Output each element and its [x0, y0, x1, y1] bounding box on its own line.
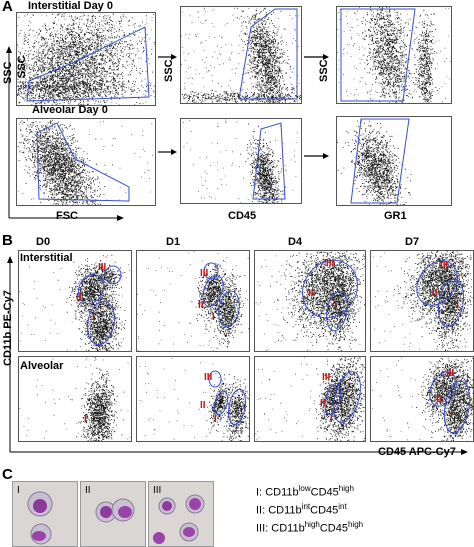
panel-a-letter: A: [2, 0, 13, 15]
legend-sup-3b: high: [347, 520, 364, 529]
panel-b-letter: B: [2, 232, 13, 249]
panel-b-row1-title: Interstitial: [20, 252, 73, 264]
legend-line-3: III: CD11bhighCD45high: [256, 520, 363, 535]
gate-label-12: I: [456, 300, 459, 311]
panel-b-row2-title: Alveolar: [20, 360, 64, 372]
scatter-b-1-1: [18, 250, 132, 352]
legend-key-1: I:: [256, 486, 263, 499]
gate-label-5: II: [198, 300, 204, 311]
scatter-a-1-3: [336, 6, 452, 104]
micrograph-2: II: [80, 481, 146, 547]
panel-b-col-d4: D4: [288, 236, 303, 248]
micrograph-3: III: [148, 481, 214, 547]
panel-a-axes: [6, 46, 329, 221]
gate-label-6: I: [212, 312, 215, 323]
micrograph-3-label: III: [153, 485, 162, 496]
gate-label-10: III: [440, 260, 449, 271]
gate-label-19: I: [330, 414, 333, 425]
gate-label-1: III: [98, 262, 107, 273]
scatter-b-2-2: [136, 356, 250, 442]
panel-a-row2-title: Alveolar Day 0: [32, 104, 108, 116]
gate-label-18: II: [320, 398, 326, 409]
scatter-a-2-1: [16, 118, 156, 206]
gate-label-22: I: [450, 410, 453, 421]
panel-b-x-label: CD45 APC-Cy7: [378, 446, 456, 458]
panel-b-axes: [7, 256, 468, 455]
panel-b-col-d0: D0: [36, 236, 51, 248]
gate-label-11: II: [432, 288, 438, 299]
gate-label-17: III: [322, 372, 331, 383]
gate-label-2: II: [76, 292, 82, 303]
gate-label-13: I: [84, 414, 87, 425]
micrograph-1: I: [12, 481, 78, 547]
scatter-b-2-1: [18, 356, 132, 442]
panel-b-col-d7: D7: [405, 236, 420, 248]
gate-label-21: II: [436, 394, 442, 405]
scatter-a-1-1: [16, 12, 156, 106]
panel-a-x-label-3: GR1: [384, 210, 407, 222]
scatter-a-2-3: [336, 116, 452, 206]
scatter-a-1-1-svg: [17, 13, 155, 105]
legend-sup-2a: int: [301, 502, 311, 511]
panel-a-x-label-1: FSC: [56, 210, 78, 222]
legend-sup-2b: int: [338, 502, 347, 511]
legend-marker-2a: CD11b: [268, 504, 302, 517]
panel-a-x-label-2: CD45: [228, 210, 257, 222]
panel-a-row1-title: Interstitial Day 0: [28, 0, 113, 12]
scatter-b-2-3: [254, 356, 366, 442]
legend-line-2: II: CD11bintCD45int: [256, 502, 347, 517]
gate-label-14: III: [204, 372, 213, 383]
legend-marker-3b: CD45: [319, 522, 348, 535]
legend-sup-1a: low: [298, 484, 311, 493]
legend-key-2: II:: [256, 504, 266, 517]
legend-sup-1b: high: [338, 484, 354, 493]
legend-sup-3a: high: [304, 520, 320, 529]
gate-label-7: III: [326, 258, 335, 269]
gate-label-8: II: [308, 288, 314, 299]
scatter-b-1-3: [254, 250, 366, 352]
gate-label-4: III: [200, 268, 209, 279]
panel-b-col-d1: D1: [166, 236, 181, 248]
legend-marker-1b: CD45: [310, 486, 339, 499]
legend-marker-2b: CD45: [310, 504, 339, 517]
micrograph-1-label: I: [17, 485, 20, 496]
legend-marker-3a: CD11b: [271, 522, 305, 535]
panel-c-letter: C: [2, 466, 13, 483]
scatter-a-2-2: [180, 118, 302, 204]
gate-label-15: II: [200, 400, 206, 411]
micrograph-2-label: II: [85, 485, 91, 496]
scatter-b-1-2: [136, 250, 250, 352]
legend-line-1: I: CD11blowCD45high: [256, 484, 354, 499]
gate-label-16: I: [214, 414, 217, 425]
gate-label-3: I: [92, 312, 95, 323]
gate-label-9: I: [334, 300, 337, 311]
legend-key-3: III:: [256, 522, 269, 535]
legend-marker-1a: CD11b: [265, 486, 299, 499]
gate-label-20: III: [446, 368, 455, 379]
scatter-b-2-4: [370, 356, 474, 442]
scatter-a-1-2: [180, 6, 302, 104]
